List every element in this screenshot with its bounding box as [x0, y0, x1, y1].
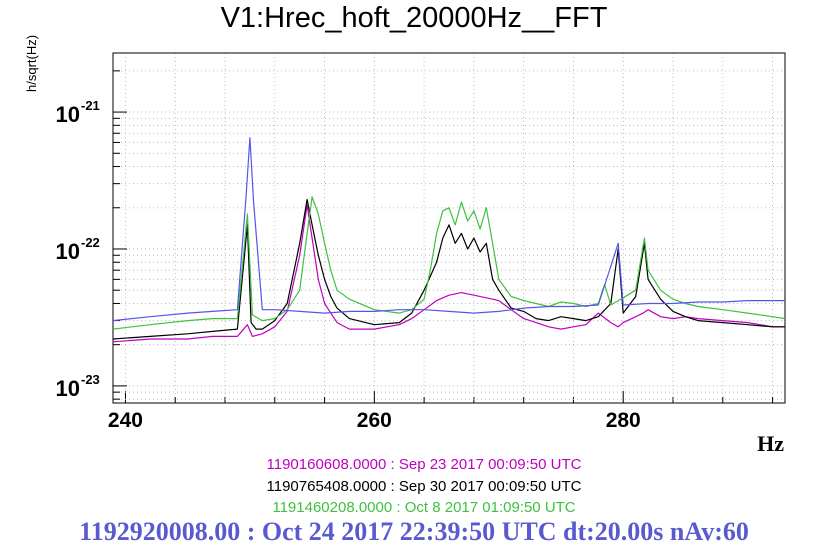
y-tick-exponent: -23 — [81, 372, 100, 387]
y-tick-exponent: -21 — [81, 98, 100, 113]
legend-entry-1: 1190160608.0000 : Sep 23 2017 00:09:50 U… — [266, 456, 582, 473]
chart-title: V1:Hrec_hoft_20000Hz__FFT — [220, 2, 608, 34]
plot-frame — [112, 52, 786, 404]
y-tick-label: 10 — [56, 239, 80, 264]
x-tick-label: 240 — [108, 409, 143, 432]
series-line-4 — [112, 137, 785, 322]
footer-info: 1192920008.00 : Oct 24 2017 22:39:50 UTC… — [79, 517, 749, 546]
x-axis-label: Hz — [757, 431, 784, 456]
legend-entry-2: 1190765408.0000 : Sep 30 2017 00:09:50 U… — [266, 478, 582, 495]
x-tick-label: 260 — [357, 409, 392, 432]
y-tick-label: 10 — [56, 376, 80, 401]
series-line-1 — [112, 204, 785, 343]
series-line-3 — [112, 196, 786, 330]
legend-entry-3: 1191460208.0000 : Oct 8 2017 01:09:50 UT… — [272, 499, 576, 516]
y-tick-exponent: -22 — [81, 235, 100, 250]
x-tick-label: 280 — [606, 409, 641, 432]
y-tick-label: 10 — [56, 102, 80, 127]
